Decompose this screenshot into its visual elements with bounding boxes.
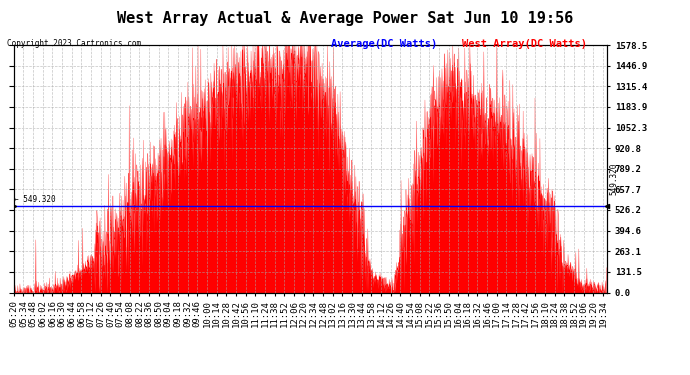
Text: West Array(DC Watts): West Array(DC Watts) <box>462 39 587 50</box>
Text: ← 549.320: ← 549.320 <box>14 195 55 204</box>
Text: West Array Actual & Average Power Sat Jun 10 19:56: West Array Actual & Average Power Sat Ju… <box>117 11 573 26</box>
Text: 549.320: 549.320 <box>610 163 619 195</box>
Text: Copyright 2023 Cartronics.com: Copyright 2023 Cartronics.com <box>7 39 141 48</box>
Text: Average(DC Watts): Average(DC Watts) <box>331 39 437 50</box>
